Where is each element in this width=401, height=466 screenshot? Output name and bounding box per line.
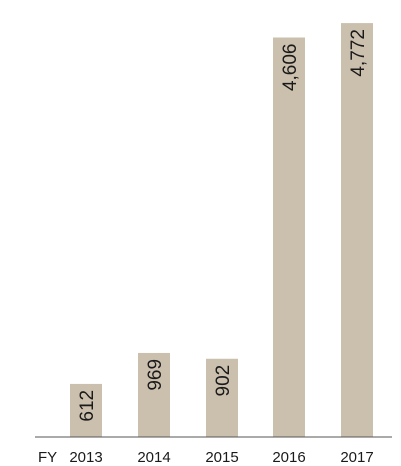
bar-2015: [206, 358, 238, 437]
x-tick-label-2013: 2013: [69, 449, 102, 466]
bar-value-labels: 612 969 902 4,606 4,772: [77, 29, 369, 422]
bar-value-label-2013: 612: [77, 390, 98, 422]
x-tick-label-2014: 2014: [137, 449, 170, 466]
bars-group: [70, 23, 373, 437]
bar-value-label-2014: 969: [145, 359, 166, 391]
x-axis-prefix: FY: [38, 449, 57, 466]
bar-value-label-2017: 4,772: [348, 29, 369, 77]
x-tick-label-2017: 2017: [340, 449, 373, 466]
bar-2017: [341, 23, 373, 437]
bar-2016: [273, 37, 305, 437]
bar-2014: [138, 352, 170, 437]
bar-value-label-2015: 902: [213, 365, 234, 397]
x-tick-label-2015: 2015: [205, 449, 238, 466]
bar-value-label-2016: 4,606: [280, 44, 301, 92]
x-tick-labels: 2013 2014 2015 2016 2017: [69, 449, 373, 466]
x-tick-label-2016: 2016: [272, 449, 305, 466]
bar-2013: [70, 383, 102, 437]
